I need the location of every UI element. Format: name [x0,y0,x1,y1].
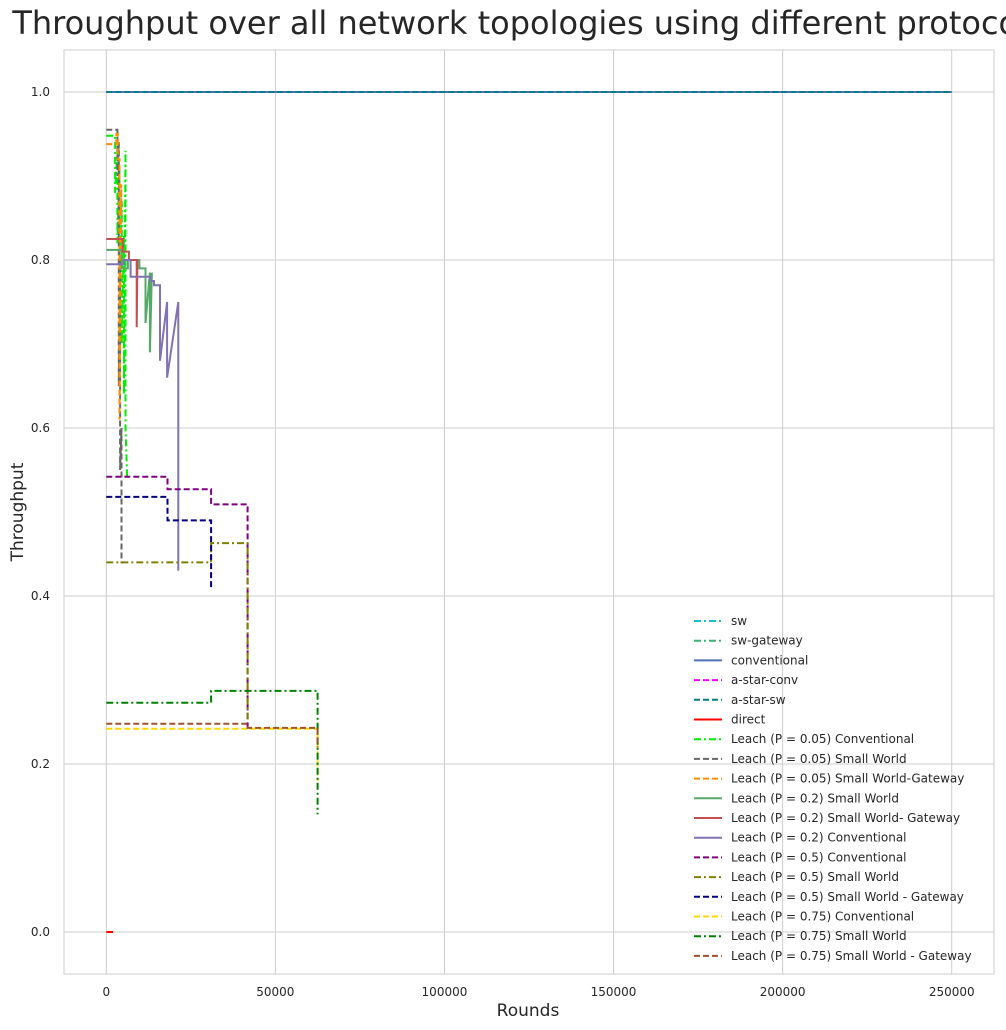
series-line-14 [106,495,213,588]
x-tick-label: 250000 [929,985,975,999]
legend-label-15: Leach (P = 0.75) Conventional [731,910,914,924]
series-line-11 [106,259,180,571]
series-line-8 [106,133,123,420]
legend: sw sw-gateway conventional a-star-conv a-sta… [694,614,972,963]
legend-label-10: Leach (P = 0.2) Small World- Gateway [731,811,960,825]
legend-label-14: Leach (P = 0.5) Small World - Gateway [731,890,964,904]
series-line-9 [106,248,153,353]
legend-label-2: conventional [731,653,808,667]
legend-label-17: Leach (P = 0.75) Small World - Gateway [731,949,972,963]
y-tick-label: 0.0 [31,925,50,939]
x-axis-label: Rounds [497,1001,560,1021]
series-line-13 [106,542,249,722]
x-axis-ticks: 0 50000 100000 150000 200000 250000 [102,985,974,999]
y-tick-label: 0.2 [31,757,50,771]
legend-label-5: direct [731,713,766,727]
legend-label-1: sw-gateway [731,634,803,648]
legend-label-6: Leach (P = 0.05) Conventional [731,732,914,746]
legend-label-16: Leach (P = 0.75) Small World [731,929,907,943]
series-lines [106,91,952,933]
plot-area [63,49,995,975]
chart-title: Throughput over all network topologies u… [11,4,1006,42]
legend-label-4: a-star-sw [731,693,786,707]
legend-label-3: a-star-conv [731,673,798,687]
legend-label-7: Leach (P = 0.05) Small World [731,752,907,766]
x-tick-label: 100000 [422,985,468,999]
x-tick-label: 200000 [760,985,806,999]
legend-label-0: sw [731,614,747,628]
x-tick-label: 0 [102,985,110,999]
legend-label-9: Leach (P = 0.2) Small World [731,791,899,805]
x-tick-label: 50000 [256,985,294,999]
y-axis-label: Throughput [8,462,28,562]
series-line-12 [106,475,249,731]
y-tick-label: 0.6 [31,421,50,435]
series-line-17 [106,722,319,748]
legend-label-12: Leach (P = 0.5) Conventional [731,850,907,864]
legend-label-13: Leach (P = 0.5) Small World [731,870,899,884]
y-tick-label: 0.4 [31,589,50,603]
grid [64,50,994,974]
y-axis-ticks: 0.0 0.2 0.4 0.6 0.8 1.0 [31,85,50,939]
legend-label-11: Leach (P = 0.2) Conventional [731,831,907,845]
y-tick-label: 1.0 [31,85,50,99]
y-tick-label: 0.8 [31,253,50,267]
legend-label-8: Leach (P = 0.05) Small World-Gateway [731,772,964,786]
x-tick-label: 150000 [591,985,637,999]
plot-background [63,49,995,975]
series-line-16 [106,689,319,815]
series-line-10 [106,238,139,328]
series-line-6 [106,134,129,479]
